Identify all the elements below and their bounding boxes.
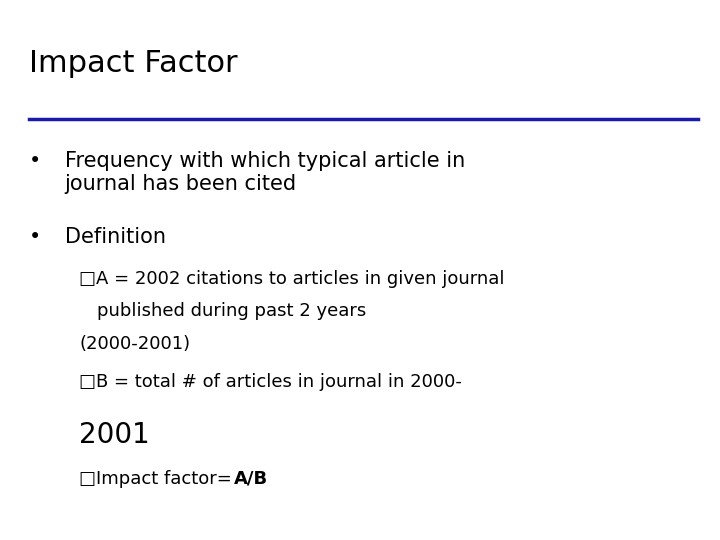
Text: A/B: A/B <box>234 470 268 488</box>
Text: Frequency with which typical article in
journal has been cited: Frequency with which typical article in … <box>65 151 465 194</box>
Text: (2000-2001): (2000-2001) <box>79 335 190 353</box>
Text: □Impact factor=: □Impact factor= <box>79 470 238 488</box>
Text: □A = 2002 citations to articles in given journal: □A = 2002 citations to articles in given… <box>79 270 505 288</box>
Text: •: • <box>29 227 41 247</box>
Text: •: • <box>29 151 41 171</box>
Text: Impact Factor: Impact Factor <box>29 49 238 78</box>
Text: 2001: 2001 <box>79 421 150 449</box>
Text: □B = total # of articles in journal in 2000-: □B = total # of articles in journal in 2… <box>79 373 462 390</box>
Text: published during past 2 years: published during past 2 years <box>97 302 366 320</box>
Text: Definition: Definition <box>65 227 166 247</box>
